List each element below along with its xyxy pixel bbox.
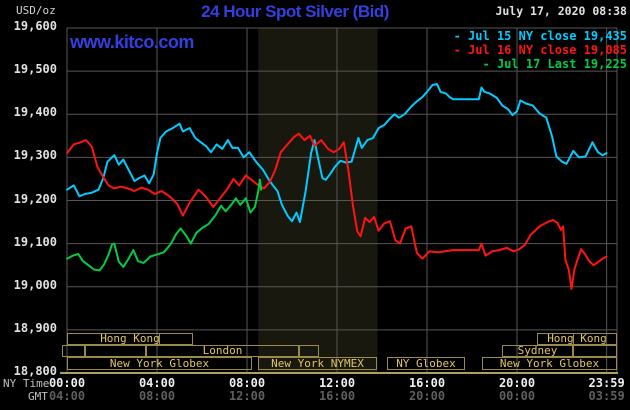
- session-label: Hong Kong: [100, 332, 160, 345]
- y-axis-tick-label: 19,200: [13, 191, 57, 206]
- legend-label: Jul 15 NY close 19,435: [460, 29, 627, 43]
- session-divider: [159, 334, 160, 344]
- legend-label: Jul 16 NY close 19,085: [460, 43, 627, 57]
- session-label: New York NYMEX: [271, 357, 364, 370]
- y-axis-units-label: USD/oz: [16, 4, 56, 17]
- session-box: [85, 345, 146, 357]
- session-box: [299, 345, 319, 357]
- legend-entry-2: - Jul 16 NY close 19,085: [454, 43, 627, 57]
- y-axis-tick-label: 19,400: [13, 105, 57, 120]
- legend-marker: -: [453, 43, 461, 57]
- chart-datetime: July 17, 2020 08:38: [495, 4, 627, 18]
- legend-entry-3: - Jul 17 Last 19,225: [454, 57, 627, 71]
- session-label: New York Globex: [109, 357, 210, 370]
- x-axis-tick-label: 04:00: [48, 389, 86, 403]
- session-box-london: London: [146, 345, 299, 357]
- session-label: New York Globex: [499, 357, 600, 370]
- legend-marker: -: [453, 29, 461, 43]
- session-box-new-york-globex: New York Globex: [482, 357, 617, 370]
- session-label: London: [202, 344, 243, 357]
- price-line-jul17: [66, 178, 263, 272]
- y-axis-tick-label: 18,800: [13, 364, 57, 378]
- session-label: NY Globex: [396, 357, 456, 370]
- x-axis-tick-label: 16:00: [408, 376, 446, 390]
- session-box-new-york-globex: New York Globex: [67, 357, 252, 370]
- session-box-hong-kong: Hong Kong: [67, 333, 193, 345]
- legend-entry-1: - Jul 15 NY close 19,435: [454, 29, 627, 43]
- x-axis-tick-label: 00:00: [48, 376, 86, 390]
- x-axis-tick-label: 00:00: [498, 389, 536, 403]
- y-axis-tick-label: 19,600: [13, 19, 57, 33]
- session-box: [573, 345, 617, 357]
- y-axis-tick-label: 19,500: [13, 62, 57, 77]
- y-axis-tick-label: 19,100: [13, 234, 57, 249]
- x-axis-tick-label: 04:00: [138, 376, 176, 390]
- x-axis-tick-label: 20:00: [408, 389, 446, 403]
- x-axis-tick-label: 16:00: [318, 389, 356, 403]
- x-axis-tick-label: 12:00: [228, 389, 266, 403]
- ny-time-axis-label: NY Time: [3, 377, 50, 390]
- legend-marker: -: [482, 57, 490, 71]
- session-divider: [573, 334, 574, 344]
- x-axis-tick-label: 08:00: [138, 389, 176, 403]
- session-box: [62, 345, 85, 357]
- y-axis-tick-label: 18,900: [13, 320, 57, 335]
- x-axis-tick-label: 12:00: [318, 376, 356, 390]
- x-axis-tick-label: 08:00: [228, 376, 266, 390]
- price-line-jul15: [66, 83, 608, 224]
- x-axis-tick-label: 23:59: [588, 376, 625, 390]
- y-axis-tick-label: 19,000: [13, 277, 57, 292]
- legend-label: Jul 17 Last 19,225: [489, 57, 627, 71]
- chart-title: 24 Hour Spot Silver (Bid): [201, 2, 389, 21]
- session-label: Hong Kong: [547, 332, 607, 345]
- x-axis-tick-label: 03:59: [588, 389, 625, 403]
- legend: - Jul 15 NY close 19,435- Jul 16 NY clos…: [454, 29, 627, 71]
- gmt-axis-label: GMT: [28, 390, 48, 403]
- session-box-ny-globex: NY Globex: [387, 357, 465, 370]
- x-axis-tick-label: 20:00: [498, 376, 536, 390]
- y-axis-tick-label: 19,300: [13, 148, 57, 163]
- price-line-jul16: [66, 132, 608, 290]
- kitco-watermark: www.kitco.com: [70, 32, 194, 52]
- session-box-hong-kong: Hong Kong: [537, 333, 617, 345]
- session-label: Sydney: [517, 344, 558, 357]
- session-box-new-york-nymex: New York NYMEX: [258, 357, 377, 370]
- session-box-sydney: Sydney: [502, 345, 573, 357]
